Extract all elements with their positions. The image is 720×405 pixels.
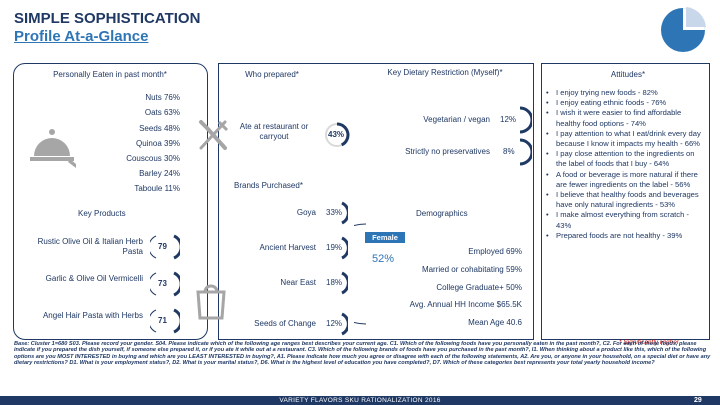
brand-value: 18% (326, 278, 343, 287)
brand-name: Seeds of Change (254, 319, 316, 328)
attitudes-heading: Attitudes* (610, 70, 646, 79)
serving-cloche-icon (30, 129, 76, 168)
who-prepared-gauge (325, 122, 350, 147)
key-products-heading: Key Products (78, 209, 126, 218)
female-badge: Female (365, 232, 405, 243)
who-prepared-label: Ate at restaurant or carryout (239, 122, 309, 141)
brand-gauge-icon (341, 271, 348, 295)
attitude-item: I enjoy eating ethnic foods - 76% (544, 98, 706, 108)
footnote: Base: Cluster 1=680 S03. Please record y… (14, 341, 711, 367)
bracket-gauge-icon (150, 271, 180, 297)
brand-value: 12% (326, 319, 343, 328)
dietary-item-name: Vegetarian / vegan (423, 115, 490, 124)
grocery-bag-icon (196, 284, 226, 320)
title-line-2: Profile At-a-Glance (14, 28, 149, 45)
eaten-item: Quinoa 39% (135, 139, 180, 148)
attitudes-list: I enjoy trying new foods - 82% I enjoy e… (544, 88, 706, 241)
bracket-gauge-icon (150, 234, 180, 260)
brand-gauge-icon (341, 312, 348, 336)
pie-logo-icon (661, 7, 706, 52)
eaten-item: Taboule 11% (134, 184, 180, 193)
attitude-item: I believe that healthy foods and beverag… (544, 190, 706, 210)
middle-panel (218, 63, 534, 340)
bracket-gauge-icon (150, 308, 180, 334)
demographic-item: Avg. Annual HH Income $65.5K (409, 300, 522, 309)
eaten-item: Nuts 76% (145, 93, 180, 102)
demographic-item: College Graduate+ 50% (436, 283, 522, 292)
demographics-divider-icon (354, 223, 367, 325)
eaten-item: Barley 24% (139, 169, 180, 178)
who-prepared-heading: Who prepared* (245, 70, 299, 79)
product-score: 73 (158, 279, 167, 288)
dietary-item-value: 12% (500, 115, 517, 124)
product-score: 71 (158, 316, 167, 325)
footer-text: VARIETY FLAVORS SKU RATIONALIZATION 2016 (279, 397, 441, 404)
dietary-item-value: 8% (503, 147, 515, 156)
brand-name: Goya (296, 208, 316, 217)
demographics-heading: Demographics (416, 209, 468, 218)
brand-value: 33% (326, 208, 343, 217)
dietary-item-name: Strictly no preservatives (405, 147, 490, 156)
fork-knife-icon (199, 120, 229, 150)
dietary-bracket-icon (519, 106, 532, 166)
title-line-1: SIMPLE SOPHISTICATION (14, 10, 201, 27)
attitude-item: I make almost everything from scratch - … (544, 210, 706, 230)
eaten-item: Seeds 48% (139, 124, 180, 133)
who-prepared-value: 43% (328, 130, 345, 139)
page-title: SIMPLE SOPHISTICATION Profile At-a-Glanc… (14, 10, 200, 46)
eaten-heading: Personally Eaten in past month* (53, 70, 167, 79)
demographic-item: Married or cohabitating 59% (421, 265, 522, 274)
product-name: Garlic & Olive Oil Vermicelli (45, 274, 143, 283)
eaten-item: Oats 63% (144, 108, 180, 117)
attitude-item: I pay close attention to the ingredients… (544, 149, 706, 169)
brand-gauge-icon (341, 201, 348, 225)
brand-value: 19% (326, 243, 343, 252)
attitude-item: I pay attention to what I eat/drink ever… (544, 129, 706, 149)
product-name: Rustic Olive Oil & Italian Herb Pasta (37, 237, 143, 256)
left-panel (13, 63, 208, 340)
brand-name: Ancient Harvest (259, 243, 316, 252)
female-percent: 52% (372, 253, 395, 265)
attitude-item: I enjoy trying new foods - 82% (544, 88, 706, 98)
demographic-item: Employed 69% (468, 247, 522, 256)
product-score: 79 (158, 242, 167, 251)
attitude-item: I wish it were easier to find affordable… (544, 108, 706, 128)
attitude-item: A food or beverage is more natural if th… (544, 170, 706, 190)
page-number: 29 (694, 397, 702, 404)
significance-note: * Significantly Higher (619, 339, 679, 346)
product-name: Angel Hair Pasta with Herbs (42, 311, 143, 320)
footer-bar (0, 396, 720, 405)
dietary-heading: Key Dietary Restriction (Myself)* (387, 68, 503, 77)
eaten-item: Couscous 30% (126, 154, 180, 163)
brands-heading: Brands Purchased* (234, 181, 303, 190)
demographic-item: Mean Age 40.6 (468, 318, 522, 327)
attitude-item: Prepared foods are not healthy - 39% (544, 231, 706, 241)
brand-gauge-icon (341, 236, 348, 260)
brand-name: Near East (280, 278, 316, 287)
right-panel (541, 63, 710, 340)
